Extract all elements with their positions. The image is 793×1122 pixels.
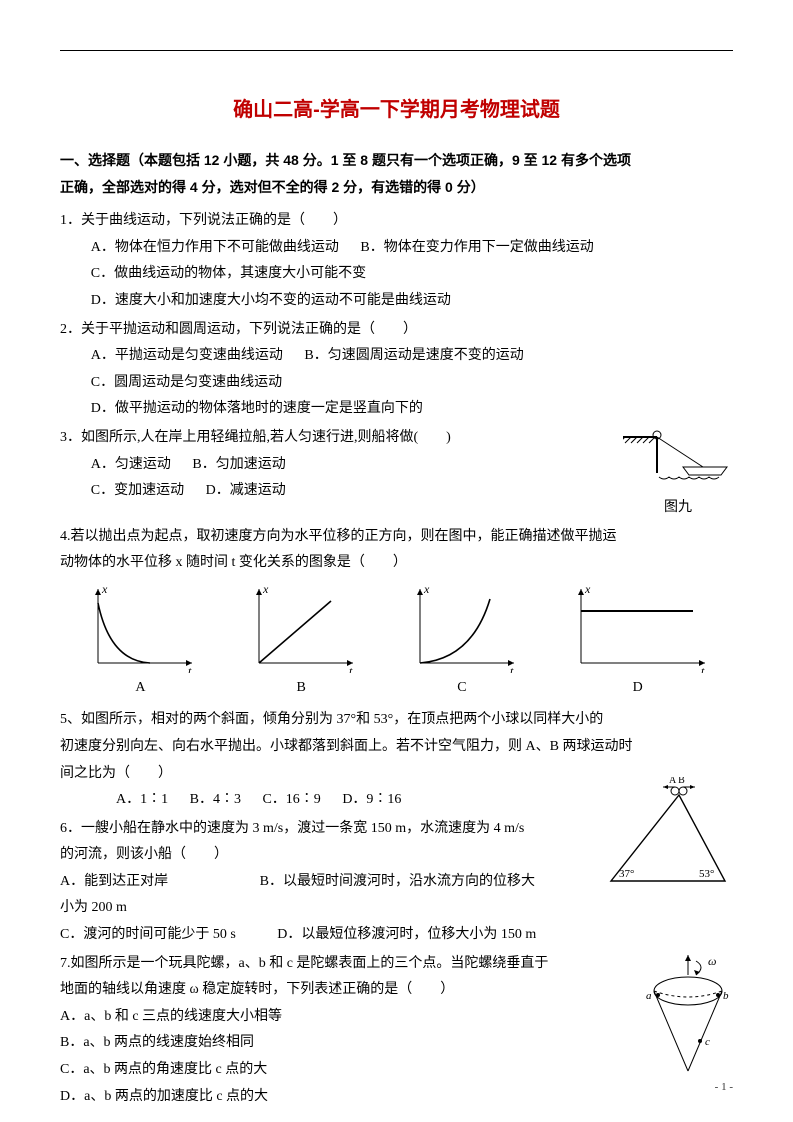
page-title: 确山二高-学高一下学期月考物理试题: [60, 91, 733, 129]
graph-d: x t: [563, 583, 713, 673]
q6-opt-d: D．以最短位移渡河时，位移大小为 150 m: [277, 922, 536, 949]
q6-opt-b2: 小为 200 m: [60, 895, 733, 922]
q7-opt-c: C．a、b 两点的角速度比 c 点的大: [60, 1057, 733, 1084]
q2-opt-a: A．平抛运动是匀变速曲线运动: [91, 343, 283, 370]
q5-stem1: 5、如图所示，相对的两个斜面，倾角分别为 37°和 53°，在顶点把两个小球以同…: [60, 707, 733, 734]
omega-label: ω: [708, 954, 716, 968]
top-ab: A B: [669, 777, 685, 786]
label-c: C: [402, 675, 522, 702]
q5-opt-b: B．4∶3: [190, 787, 241, 814]
label-d: D: [563, 675, 713, 702]
label-b: B: [241, 675, 361, 702]
q7-stem1: 7.如图所示是一个玩具陀螺，a、b 和 c 是陀螺表面上的三个点。当陀螺绕垂直于: [60, 951, 733, 978]
q4-labels: A B C D: [60, 675, 733, 702]
q5-stem2: 初速度分别向左、向右水平抛出。小球都落到斜面上。若不计空气阻力，则 A、B 两球…: [60, 734, 733, 761]
angle-53: 53°: [699, 868, 714, 880]
q3-opt-c: C．变加速运动: [91, 478, 184, 505]
question-2: 2．关于平抛运动和圆周运动，下列说法正确的是（ ） A．平抛运动是匀变速曲线运动…: [60, 317, 733, 423]
q2-opt-c: C．圆周运动是匀变速曲线运动: [91, 375, 282, 390]
angle-37: 37°: [619, 868, 634, 880]
q1-opt-d: D．速度大小和加速度大小均不变的运动不可能是曲线运动: [91, 293, 451, 308]
axis-x: t: [701, 664, 705, 673]
spinning-top-icon: ω a b c: [638, 951, 733, 1081]
q7-opt-b: B．a、b 两点的线速度始终相同: [60, 1030, 733, 1057]
question-1: 1．关于曲线运动，下列说法正确的是（ ） A．物体在恒力作用下不可能做曲线运动 …: [60, 208, 733, 314]
q7-opt-d: D．a、b 两点的加速度比 c 点的大: [60, 1084, 733, 1111]
axis-y: x: [101, 583, 108, 596]
label-a: A: [80, 675, 200, 702]
double-incline-icon: A B 37° 53°: [603, 777, 733, 892]
q1-opt-b: B．物体在变力作用下一定做曲线运动: [360, 235, 593, 262]
q5-opt-d: D．9∶16: [342, 787, 401, 814]
incline-figure: A B 37° 53°: [603, 777, 733, 892]
axis-y: x: [262, 583, 269, 596]
q5-opt-c: C．16∶9: [262, 787, 320, 814]
axis-y: x: [423, 583, 430, 596]
q2-stem: 2．关于平抛运动和圆周运动，下列说法正确的是（ ）: [60, 317, 733, 344]
q4-stem2: 动物体的水平位移 x 随时间 t 变化关系的图象是（ ）: [60, 550, 733, 577]
q5-opt-a: A．1∶1: [116, 787, 168, 814]
top-spinner-figure: ω a b c: [638, 951, 733, 1081]
axis-y: x: [584, 583, 591, 596]
section-line2: 正确，全部选对的得 4 分，选对但不全的得 2 分，有选错的得 0 分）: [60, 179, 485, 195]
q7-opt-a: A．a、b 和 c 三点的线速度大小相等: [60, 1004, 733, 1031]
q6-opt-c: C．渡河的时间可能少于 50 s: [60, 922, 236, 949]
q2-opt-d: D．做平抛运动的物体落地时的速度一定是竖直向下的: [91, 401, 423, 416]
q3-opt-a: A．匀速运动: [91, 452, 171, 479]
pt-a: a: [646, 990, 652, 1002]
question-4: 4.若以抛出点为起点，取初速度方向为水平位移的正方向，则在图中，能正确描述做平抛…: [60, 524, 733, 702]
q7-stem2: 地面的轴线以角速度 ω 稳定旋转时，下列表述正确的是（ ）: [60, 977, 733, 1004]
axis-x: t: [188, 664, 192, 673]
question-3: 图九 3．如图所示,人在岸上用轻绳拉船,若人匀速行进,则船将做( ) A．匀速运…: [60, 425, 733, 522]
q3-opt-d: D．减速运动: [206, 478, 286, 505]
q1-opt-c: C．做曲线运动的物体，其速度大小可能不变: [91, 266, 366, 281]
pt-c: c: [705, 1036, 710, 1048]
section-heading: 一、选择题（本题包括 12 小题，共 48 分。1 至 8 题只有一个选项正确，…: [60, 147, 733, 200]
section-line1: 一、选择题（本题包括 12 小题，共 48 分。1 至 8 题只有一个选项正确，…: [60, 152, 631, 168]
q2-opt-b: B．匀速圆周运动是速度不变的运动: [304, 343, 523, 370]
boat-rope-icon: [623, 425, 733, 495]
graph-c: x t: [402, 583, 522, 673]
page-number: - 1 -: [715, 1077, 733, 1098]
question-5: 5、如图所示，相对的两个斜面，倾角分别为 37°和 53°，在顶点把两个小球以同…: [60, 707, 733, 813]
fig9-caption: 图九: [623, 495, 733, 522]
q4-stem1: 4.若以抛出点为起点，取初速度方向为水平位移的正方向，则在图中，能正确描述做平抛…: [60, 524, 733, 551]
q4-graphs: x t x t x t: [60, 583, 733, 673]
q1-opt-a: A．物体在恒力作用下不可能做曲线运动: [91, 235, 339, 262]
axis-x: t: [510, 664, 514, 673]
boat-figure: 图九: [623, 425, 733, 522]
q6-opt-b: B．以最短时间渡河时，沿水流方向的位移大: [260, 869, 535, 896]
graph-b: x t: [241, 583, 361, 673]
pt-b: b: [723, 990, 729, 1002]
q3-opt-b: B．匀加速运动: [192, 452, 285, 479]
q1-stem: 1．关于曲线运动，下列说法正确的是（ ）: [60, 208, 733, 235]
top-rule: [60, 50, 733, 51]
q6-opt-a: A．能到达正对岸: [60, 869, 168, 896]
graph-a: x t: [80, 583, 200, 673]
question-7: ω a b c 7.如图所示是一个玩具陀螺，a、b 和 c 是陀螺表面上的三个点…: [60, 951, 733, 1111]
axis-x: t: [349, 664, 353, 673]
